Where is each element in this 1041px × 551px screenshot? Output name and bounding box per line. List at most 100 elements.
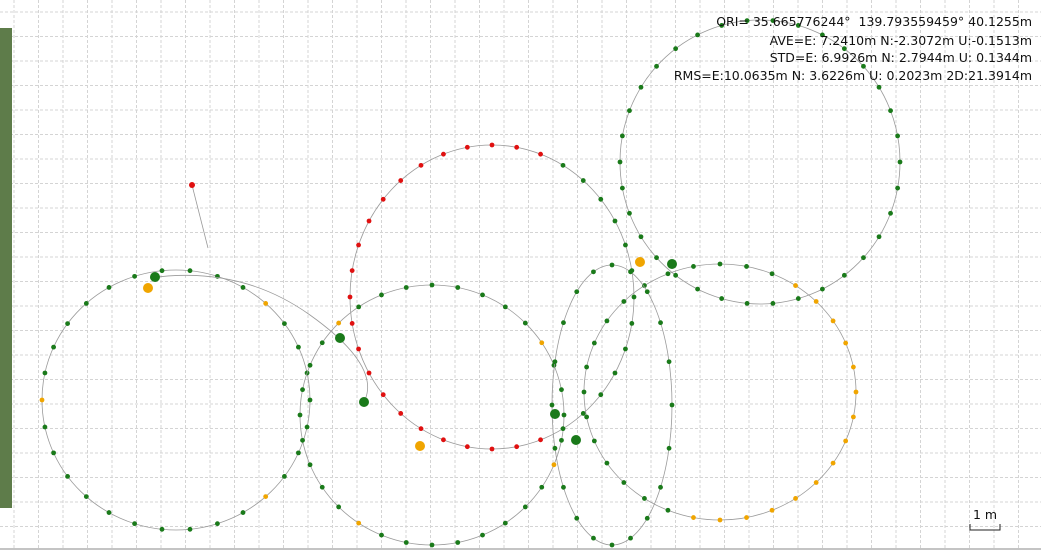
track-cluster — [415, 441, 425, 451]
track-point — [610, 263, 615, 268]
track-point — [843, 439, 848, 444]
track-point — [744, 264, 749, 269]
track-point — [851, 365, 856, 370]
track-point — [419, 426, 424, 431]
track-point — [43, 371, 48, 376]
track-point — [598, 197, 603, 202]
track-point — [666, 508, 671, 513]
stats-line: ORI= 35.665776244° 139.793559459° 40.125… — [716, 14, 1032, 29]
scale-label: 1 m — [973, 507, 997, 522]
track-point — [65, 474, 70, 479]
track-point — [514, 444, 519, 449]
stats-line: RMS=E:10.0635m N: 3.6226m U: 0.2023m 2D:… — [674, 68, 1032, 83]
track-cluster — [571, 435, 581, 445]
track-point — [691, 264, 696, 269]
track-point — [404, 540, 409, 545]
track-point — [770, 271, 775, 276]
track-point — [584, 365, 589, 370]
track-point — [582, 390, 587, 395]
track-point — [320, 485, 325, 490]
track-point — [441, 437, 446, 442]
track-point — [188, 268, 193, 273]
track-point — [132, 521, 137, 526]
track-point — [562, 413, 567, 418]
track-point — [350, 268, 355, 273]
track-point — [605, 318, 610, 323]
track-point — [188, 527, 193, 532]
track-point — [666, 271, 671, 276]
track-point — [632, 295, 637, 300]
track-point — [718, 518, 723, 523]
track-point — [610, 543, 615, 548]
track-point — [814, 480, 819, 485]
track-point — [718, 262, 723, 267]
track-point — [574, 516, 579, 521]
track-point — [654, 255, 659, 260]
track-point — [398, 178, 403, 183]
track-point — [404, 285, 409, 290]
track-point — [455, 285, 460, 290]
track-point — [831, 461, 836, 466]
track-point — [538, 437, 543, 442]
track-point — [490, 143, 495, 148]
track-point — [613, 219, 618, 224]
track-point — [584, 415, 589, 420]
track-point — [621, 299, 626, 304]
track-point — [308, 363, 313, 368]
track-cluster — [635, 257, 645, 267]
track-point — [51, 450, 56, 455]
track-point — [367, 219, 372, 224]
track-point — [480, 292, 485, 297]
track-cluster — [150, 272, 160, 282]
track-point — [639, 85, 644, 90]
track-point — [215, 521, 220, 526]
track-point — [877, 85, 882, 90]
track-point — [895, 186, 900, 191]
track-point — [771, 301, 776, 306]
track-point — [561, 320, 566, 325]
track-point — [895, 134, 900, 139]
track-point — [381, 392, 386, 397]
track-point — [65, 321, 70, 326]
track-point — [336, 505, 341, 510]
track-point — [356, 521, 361, 526]
track-point — [888, 108, 893, 113]
track-point — [621, 480, 626, 485]
track-point — [305, 425, 310, 430]
page: ORI= 35.665776244° 139.793559459° 40.125… — [0, 0, 1041, 551]
track-cluster — [550, 409, 560, 419]
track-point — [639, 234, 644, 239]
track-point — [419, 163, 424, 168]
track-point — [667, 446, 672, 451]
track-point — [51, 345, 56, 350]
track-point — [356, 347, 361, 352]
track-point — [263, 301, 268, 306]
track-point — [132, 274, 137, 279]
track-point — [861, 255, 866, 260]
track-point — [719, 296, 724, 301]
track-point — [320, 340, 325, 345]
track-point — [667, 359, 672, 364]
track-point — [581, 411, 586, 416]
track-point — [623, 243, 628, 248]
track-point — [628, 536, 633, 541]
track-point — [820, 287, 825, 292]
track-point — [592, 439, 597, 444]
track-point — [480, 533, 485, 538]
track-point — [538, 152, 543, 157]
track-point — [744, 515, 749, 520]
track-point — [642, 496, 647, 501]
track-cluster — [359, 397, 369, 407]
track-cluster — [335, 333, 345, 343]
track-point — [695, 287, 700, 292]
track-point — [523, 321, 528, 326]
track-point — [691, 515, 696, 520]
track-point — [503, 305, 508, 310]
track-point — [618, 160, 623, 165]
track-point — [296, 345, 301, 350]
track-point — [539, 340, 544, 345]
track-point — [282, 321, 287, 326]
track-point — [189, 182, 195, 188]
track-point — [503, 521, 508, 526]
track-point — [843, 341, 848, 346]
